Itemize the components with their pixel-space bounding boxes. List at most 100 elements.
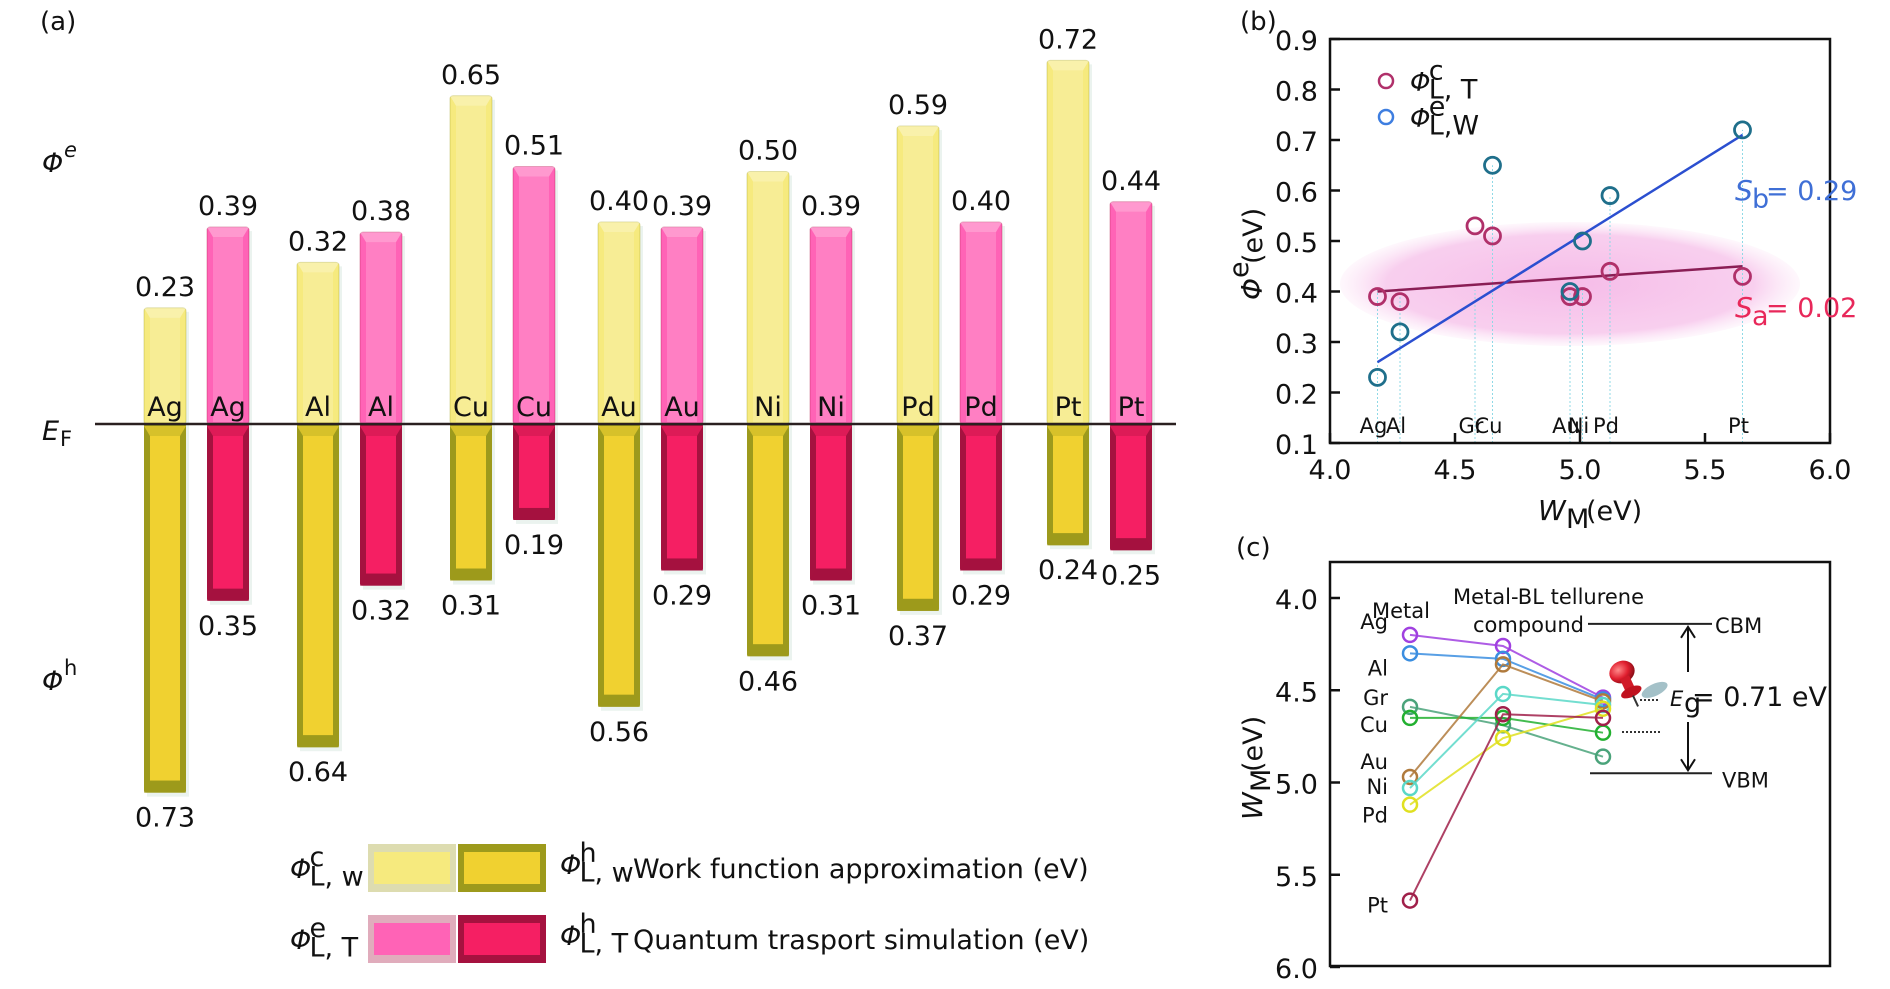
bar-highlight xyxy=(966,232,996,422)
bar-hole-face xyxy=(213,436,243,589)
bar-highlight xyxy=(519,176,549,422)
cbm-label: CBM xyxy=(1715,614,1762,638)
value-label-electron: 0.51 xyxy=(504,130,564,161)
legend-a: ΦcL, w ΦhL, w Work function approximation … xyxy=(290,838,1089,964)
bar-highlight xyxy=(667,237,697,422)
bar-bevel xyxy=(598,426,640,436)
value-label-electron: 0.39 xyxy=(198,191,258,222)
series-point-gr xyxy=(1401,698,1419,716)
panel-b: (b) 0.1 0.2 0.3 0.4 0.5 0.6 0.7 0.8 0.9 4.0 4.5 5.0… xyxy=(1224,7,1857,535)
y-tick-label: 4.5 xyxy=(1275,677,1318,708)
category-label: Ag xyxy=(147,392,183,423)
bar-highlight xyxy=(753,181,783,422)
pin-base xyxy=(1621,685,1642,699)
metal-label-cu: Cu xyxy=(1475,414,1503,438)
level-diagram: 4.0 4.5 5.0 5.5 6.0 WM(eV) Metal Metal-BL tellu… xyxy=(1236,560,1832,985)
value-label-hole: 0.31 xyxy=(801,591,861,622)
slope-a-value: = 0.02 xyxy=(1766,293,1857,324)
category-label: Pd xyxy=(964,392,997,423)
bar-bevel xyxy=(144,307,186,318)
category-label: Pd xyxy=(901,392,934,423)
legend-label-1: ΦeL,W xyxy=(1410,91,1479,141)
bar-bevel xyxy=(450,426,492,436)
bar-hole-face xyxy=(604,436,634,695)
legend-right-label-0-sub: L, w xyxy=(579,858,633,889)
series-point-pt xyxy=(1494,705,1512,723)
series-point-al xyxy=(1401,645,1419,662)
bar-bevel xyxy=(360,573,402,586)
metal-label-au: Au xyxy=(1360,750,1388,774)
y-tick-label: 0.6 xyxy=(1275,178,1318,209)
slope-b-symbol: S xyxy=(1735,174,1753,207)
value-label-hole: 0.46 xyxy=(738,666,798,697)
legend-label-0-sub: L, T xyxy=(1429,74,1478,105)
legend-label-0-symbol: Φ xyxy=(1410,68,1430,98)
gap-label-sub: g xyxy=(1684,688,1701,719)
bar-bevel xyxy=(1047,60,1089,71)
data-point-1 xyxy=(1368,367,1387,387)
value-label-electron: 0.32 xyxy=(288,226,348,257)
vbm-label: VBM xyxy=(1722,768,1769,792)
bar-bevel xyxy=(360,426,402,436)
value-label-electron: 0.39 xyxy=(801,191,861,222)
metal-label-pt: Pt xyxy=(1728,414,1749,438)
bar-highlight xyxy=(150,317,180,422)
phi-h-sup: h xyxy=(64,656,77,680)
bar-bevel xyxy=(207,588,249,601)
legend-label-0: ΦcL, T xyxy=(1410,55,1478,105)
arrow-head-up-icon xyxy=(1680,624,1696,639)
bar-bevel xyxy=(450,95,492,106)
y-tick-label: 0.3 xyxy=(1275,329,1318,360)
bar-bevel xyxy=(513,166,555,177)
column-label-compound-2: compound xyxy=(1473,613,1584,637)
bar-bevel xyxy=(810,426,852,436)
y-axis-label-unit: (eV) xyxy=(1238,208,1269,264)
y-tick-label: 0.9 xyxy=(1275,26,1318,57)
panel-c: (c) 4.0 4.5 5.0 5.5 6.0 WM(eV) Metal Metal-BL t… xyxy=(1236,533,1832,985)
metal-label-gr: Gr xyxy=(1363,686,1388,710)
data-point-0 xyxy=(1483,226,1502,246)
legend-left-label-1-symbol: Φ xyxy=(290,925,311,956)
series-point-gr xyxy=(1594,748,1612,765)
series-line-ag xyxy=(1409,633,1604,699)
x-tick-label: 6.0 xyxy=(1809,455,1852,486)
plot-frame xyxy=(1328,560,1832,968)
fit-line-1 xyxy=(1376,133,1744,364)
metal-label-ag: Ag xyxy=(1360,414,1388,438)
bar-bevel xyxy=(897,598,939,611)
series-point-cu xyxy=(1401,709,1419,727)
legend-right-label-1: ΦhL, T xyxy=(560,909,629,960)
value-label-hole: 0.35 xyxy=(198,611,258,642)
series-point-au xyxy=(1494,656,1512,673)
legend-label-0-sup: c xyxy=(1429,55,1444,86)
value-label-hole: 0.32 xyxy=(351,596,411,627)
legend-left-label-0-sub: L, w xyxy=(309,862,363,893)
bar-bevel xyxy=(747,644,789,657)
y-tick-label: 4.0 xyxy=(1275,585,1318,616)
bar-bevel xyxy=(1110,426,1152,436)
legend-left-label-0-symbol: Φ xyxy=(290,854,311,885)
value-label-electron: 0.50 xyxy=(738,136,798,167)
gap-label-text: = 0.71 eV xyxy=(1692,682,1828,713)
value-label-electron: 0.59 xyxy=(888,90,948,121)
bar-bevel xyxy=(747,171,789,182)
legend-swatch-electron-face xyxy=(374,852,450,884)
legend-text-0: Work function approximation (eV) xyxy=(633,854,1089,885)
y-tick-label: 0.1 xyxy=(1275,430,1318,461)
bar-bevel xyxy=(897,126,939,137)
y-tick-label: 0.5 xyxy=(1275,228,1318,259)
slope-a-sub: a xyxy=(1752,301,1769,332)
y-tick-label: 0.7 xyxy=(1275,127,1318,158)
bar-bevel xyxy=(897,426,939,436)
bar-highlight xyxy=(366,242,396,422)
metal-label-cu: Cu xyxy=(1360,713,1388,737)
bar-bevel xyxy=(207,426,249,436)
metal-label-au: Au xyxy=(1552,414,1580,438)
data-point-1 xyxy=(1390,322,1410,342)
column-label-compound-1: Metal-BL tellurene xyxy=(1453,585,1644,609)
data-point-0 xyxy=(1560,287,1580,306)
data-point-1 xyxy=(1733,120,1752,140)
x-tick-label: 5.0 xyxy=(1559,455,1602,486)
data-point-1 xyxy=(1560,282,1580,301)
